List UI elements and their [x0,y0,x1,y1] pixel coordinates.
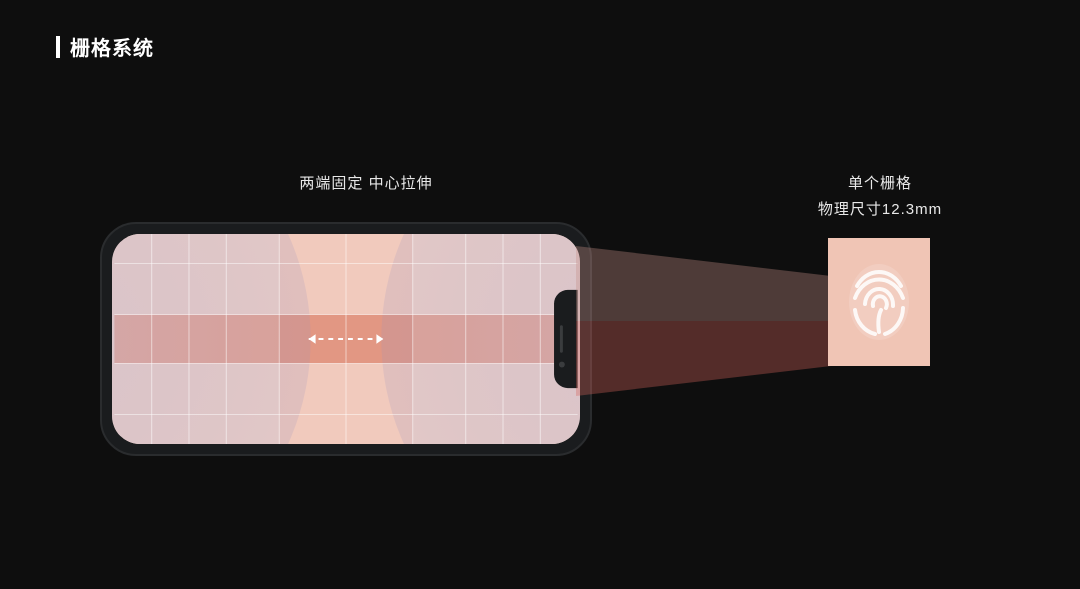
page-title-row: 栅格系统 [56,32,154,61]
phone-mockup [100,222,592,456]
page-title: 栅格系统 [70,32,154,61]
grid-swatch [828,238,930,366]
swatch-caption-1: 单个栅格 [780,172,980,193]
phone-screen [112,234,580,444]
fingerprint-icon [844,259,914,345]
title-accent-bar [56,36,60,58]
phone-caption: 两端固定 中心拉伸 [266,172,466,193]
swatch-caption-2: 物理尺寸12.3mm [780,198,980,219]
grid-svg [112,234,580,444]
projection-beam [576,246,831,396]
